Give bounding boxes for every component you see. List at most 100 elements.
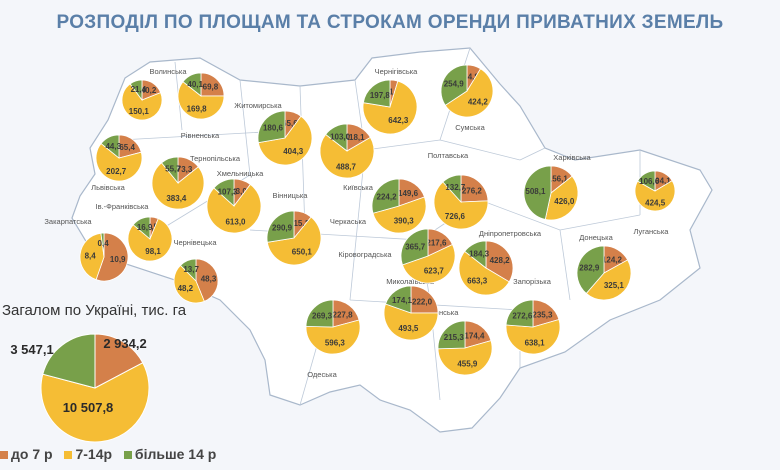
region-одеська-slice-short — [332, 299, 360, 328]
region-херсонська-value-mid: 455,9 — [457, 359, 478, 368]
region-полтавська-slice-long — [442, 174, 462, 204]
region-луганська-value-short: 104,1 — [651, 177, 672, 186]
region-label-kirovohradska: Кіровоградська — [338, 250, 392, 259]
region-волинська-value-long: 21,4 — [131, 85, 147, 94]
region-луганська-slice-mid — [634, 180, 676, 212]
region-черкаська-value-long: 224,2 — [377, 192, 398, 201]
region-дніпропетровська-pie: 428,2 663,3 184,3 — [458, 240, 514, 296]
region-вінницька-value-short: 115,1 — [289, 219, 309, 228]
region-чернігівська-slice-long — [362, 79, 391, 108]
region-запорізька-pie: 235,3 638,1 272,6 — [505, 299, 561, 355]
pie-charts-layer: 40,2 150,1 21,4 69,8 169,8 40,1 65,6 404,3 180,6… — [10, 64, 676, 443]
region-чернівецька-pie: 48,3 48,2 13,7 — [173, 258, 219, 304]
region-ів-франківська-value-short: 7,5 — [147, 222, 159, 231]
region-закарпатська-slice-mid — [79, 232, 105, 281]
total-slice-long — [42, 333, 96, 389]
region-львівська-value-long: 44,3 — [105, 142, 121, 151]
region-одеська-value-mid: 596,3 — [325, 338, 346, 347]
region-одеська-slice-long — [305, 299, 334, 328]
region-чернігівська-value-long: 197,8 — [370, 91, 391, 100]
region-житомирська-value-short: 65,6 — [282, 119, 298, 128]
region-чернівецька-slice-long — [179, 258, 197, 282]
region-хмельницька-value-short: 83,0 — [231, 187, 247, 196]
region-label-vinnytska: Вінницька — [273, 191, 309, 200]
region-херсонська-pie: 174,4 455,9 215,3 — [437, 320, 493, 376]
region-донецька-value-short: 124,2 — [602, 255, 623, 264]
region-ів-франківська-slice-mid — [127, 218, 173, 262]
region-label-ternopilska: Тернопільська — [190, 154, 241, 163]
region-харківська-slice-long — [523, 165, 552, 220]
region-херсонська-value-short: 174,4 — [464, 331, 485, 340]
region-ів-франківська-value-long: 16,9 — [137, 223, 153, 232]
region-житомирська-slice-mid — [257, 115, 313, 166]
region-запорізька-value-long: 272,6 — [512, 311, 533, 320]
region-волинська-slice-long — [129, 79, 143, 102]
region-київська-pie: 118,1 488,7 103,0 — [319, 123, 375, 179]
region-вінницька-slice-long — [266, 210, 295, 243]
region-львівська-slice-long — [100, 134, 120, 159]
region-київська-value-mid: 488,7 — [336, 162, 357, 171]
region-кіровоградська-slice-long — [400, 228, 429, 266]
region-закарпатська-value-long: 0,4 — [98, 239, 110, 248]
region-тернопільська-value-mid: 383,4 — [166, 194, 187, 203]
total-caption: Загалом по Україні, тис. га — [2, 302, 187, 319]
region-label-volynska: Волинська — [150, 67, 188, 76]
region-херсонська-slice-mid — [437, 340, 493, 376]
total-slice-mid — [40, 362, 150, 443]
region-label-mykolaivska: Миколаївська — [386, 277, 434, 286]
region-полтавська-pie: 276,2 726,6 132,7 — [433, 174, 489, 230]
region-дніпропетровська-slice-mid — [458, 250, 510, 296]
region-чернігівська-pie: 41,2 642,3 197,8 — [362, 79, 418, 135]
region-черкаська-slice-mid — [372, 196, 427, 234]
region-київська-slice-mid — [319, 133, 375, 179]
region-дніпропетровська-value-long: 184,3 — [469, 250, 490, 259]
region-label-zakarpatska: Закарпатська — [44, 217, 92, 226]
region-львівська-value-short: 65,4 — [119, 143, 135, 152]
region-вінницька-slice-mid — [266, 216, 322, 266]
region-полтавська-value-mid: 726,6 — [445, 212, 466, 221]
region-херсонська-slice-long — [437, 320, 466, 350]
region-луганська-value-mid: 424,5 — [645, 198, 666, 207]
region-кіровоградська-value-short: 217,6 — [426, 239, 447, 248]
region-миколаївська-slice-long — [385, 285, 412, 314]
legend-label-long: більше 14 р — [134, 446, 217, 462]
region-черкаська-pie: 149,6 390,3 224,2 — [371, 178, 427, 234]
region-хмельницька-value-mid: 613,0 — [225, 217, 246, 226]
region-хмельницька-slice-mid — [206, 183, 262, 234]
region-хмельницька-pie: 83,0 613,0 107,3 — [206, 178, 262, 234]
region-одеська-slice-mid — [305, 319, 361, 355]
region-миколаївська-pie: 222,0 493,5 174,1 — [383, 285, 439, 341]
region-рівненська-value-mid: 169,8 — [187, 104, 208, 113]
chart-title: РОЗПОДІЛ ПО ПЛОЩАМ ТА СТРОКАМ ОРЕНДИ ПРИ… — [56, 12, 724, 33]
region-львівська-pie: 65,4 202,7 44,3 — [95, 134, 143, 182]
region-рівненська-value-short: 69,8 — [203, 82, 219, 91]
region-харківська-value-mid: 426,0 — [554, 197, 575, 206]
region-сумська-value-short: 64,8 — [463, 72, 479, 81]
region-label-khersonska: Херсонська — [418, 308, 460, 317]
region-харківська-pie: 156,1 426,0 508,1 — [523, 165, 579, 221]
region-сумська-value-mid: 424,2 — [468, 97, 489, 106]
region-житомирська-pie: 65,6 404,3 180,6 — [257, 110, 313, 166]
region-label-odeska: Одеська — [307, 370, 337, 379]
region-черкаська-value-short: 149,6 — [398, 189, 419, 198]
region-label-dnipropetrovska: Дніпропетровська — [479, 229, 542, 238]
region-label-sumska: Сумська — [455, 123, 485, 132]
region-кіровоградська-value-mid: 623,7 — [424, 266, 445, 275]
region-луганська-pie: 104,1 424,5 106,6 — [634, 170, 676, 212]
region-хмельницька-value-long: 107,3 — [218, 187, 239, 196]
region-вінницька-value-mid: 650,1 — [292, 247, 313, 256]
region-волинська-pie: 40,2 150,1 21,4 — [121, 79, 163, 121]
region-чернівецька-value-short: 48,3 — [201, 274, 217, 283]
legend: до 7 р 7-14р більше 14 р — [0, 446, 216, 462]
region-запорізька-slice-long — [505, 299, 534, 328]
region-закарпатська-value-mid: 8,4 — [85, 251, 97, 260]
region-миколаївська-value-mid: 493,5 — [398, 324, 419, 333]
region-львівська-value-mid: 202,7 — [106, 167, 127, 176]
region-київська-value-short: 118,1 — [345, 133, 365, 142]
region-запорізька-value-short: 235,3 — [532, 310, 553, 319]
region-донецька-slice-mid — [585, 259, 632, 301]
region-полтавська-slice-short — [460, 174, 489, 203]
region-волинська-slice-mid — [121, 83, 163, 121]
